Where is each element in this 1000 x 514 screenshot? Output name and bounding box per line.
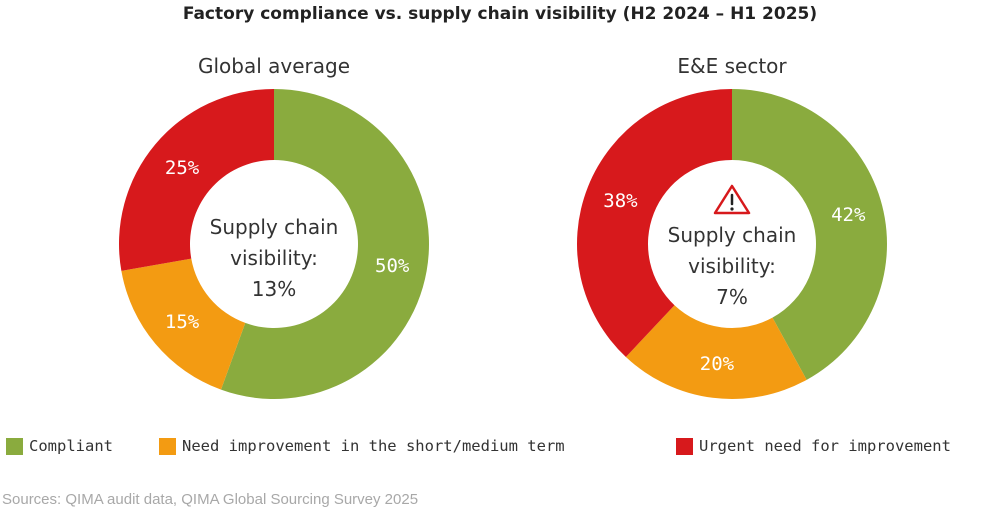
warning-triangle-icon [713,184,751,215]
legend-label-urgent: Urgent need for improvement [699,437,951,455]
slice-1-urgent-need-for-improvement [577,89,732,357]
legend-swatch-urgent [676,437,693,455]
donut-global: 50% 15% 25% Supply chain visibility: 13% [118,89,430,399]
legend-item-urgent: Urgent need for improvement [676,437,951,455]
chart-title: Factory compliance vs. supply chain visi… [182,4,818,24]
slice-label-0-urgent-need-for-improvement: 25% [165,157,200,179]
center-value-1: 7% [716,285,748,309]
donut-ee: 42% 20% 38% Supply chain visibility: 7% [577,89,887,399]
center-line2-1: visibility: [688,254,776,278]
subtitle-global: Global average [198,54,350,78]
slice-label-0-need-improvement-in-the-short-medium-term: 15% [165,311,200,333]
slice-1-compliant [732,89,887,380]
legend-item-need-improvement: Need improvement in the short/medium ter… [159,437,565,455]
slice-label-1-compliant: 42% [831,204,866,226]
center-line1-0: Supply chain [210,215,339,239]
center-line2-0: visibility: [230,246,318,270]
legend-swatch-compliant [6,437,23,455]
center-value-0: 13% [252,277,296,301]
center-line1-1: Supply chain [668,223,797,247]
slice-0-need-improvement-in-the-short-medium-term [121,258,246,390]
source-note: Sources: QIMA audit data, QIMA Global So… [2,491,419,508]
legend-swatch-need-improvement [159,437,176,455]
legend-label-need-improvement: Need improvement in the short/medium ter… [182,437,565,455]
slice-label-1-urgent-need-for-improvement: 38% [603,190,638,212]
slice-0-urgent-need-for-improvement [118,89,274,271]
slice-1-need-improvement-in-the-short-medium-term [625,305,807,399]
subtitle-ee: E&E sector [677,54,787,78]
slice-label-0-compliant: 50% [375,255,410,277]
donut-charts: Global average E&E sector 50% 15% 25% Suppl… [118,54,887,399]
legend-label-compliant: Compliant [29,437,113,455]
slice-label-1-need-improvement-in-the-short-medium-term: 20% [700,353,735,375]
slice-0-compliant [220,89,430,399]
legend: Compliant Need improvement in the short/… [6,437,1000,463]
legend-item-compliant: Compliant [6,437,113,455]
